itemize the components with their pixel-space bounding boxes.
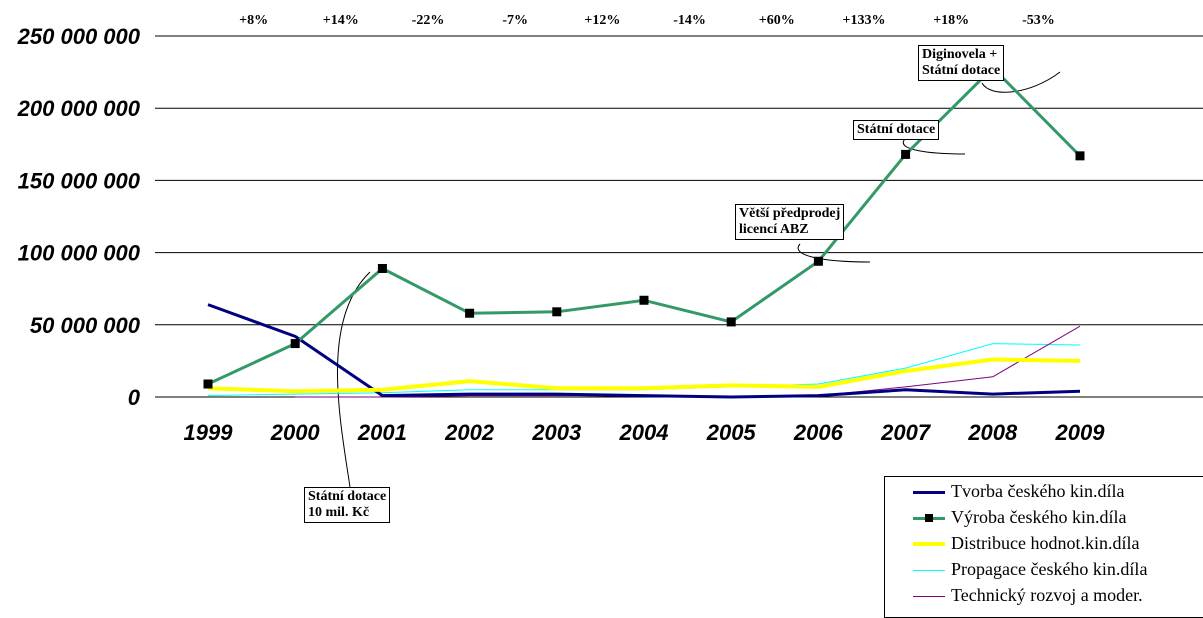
legend-label: Propagace českého kin.díla <box>951 559 1148 579</box>
series-line <box>207 357 1081 394</box>
growth-label: -14% <box>673 13 706 28</box>
legend-label: Výroba českého kin.díla <box>951 507 1127 527</box>
growth-label: -53% <box>1022 13 1055 28</box>
x-tick-label: 2004 <box>619 420 669 445</box>
legend-label: Distribuce hodnot.kin.díla <box>951 533 1140 553</box>
growth-label: +60% <box>759 13 795 28</box>
legend-item: Distribuce hodnot.kin.díla <box>885 531 1203 557</box>
data-point <box>203 379 213 389</box>
x-tick-label: 2000 <box>270 420 321 445</box>
y-tick-label: 50 000 000 <box>30 313 141 338</box>
gridlines <box>155 35 1203 398</box>
series-line <box>207 303 1081 399</box>
legend-swatch <box>913 542 945 546</box>
x-tick-label: 2009 <box>1055 420 1106 445</box>
growth-labels: +8% +14% -22% -7% +12% -14% +60% +133% +18% -53% <box>239 13 1055 28</box>
legend-swatch <box>913 570 945 571</box>
growth-label: +18% <box>933 13 969 28</box>
growth-label: +133% <box>843 13 886 28</box>
series-markers <box>203 63 1085 389</box>
data-point <box>377 263 387 273</box>
x-tick-label: 2006 <box>793 420 844 445</box>
growth-label: +8% <box>239 13 268 28</box>
callout-box: Státní dotace <box>853 120 940 140</box>
legend-marker <box>925 514 933 522</box>
callout-leader <box>797 243 871 263</box>
x-tick-label: 2003 <box>531 420 581 445</box>
data-point <box>901 149 911 159</box>
x-tick-label: 2001 <box>357 420 407 445</box>
y-axis-ticks: 0 50 000 000 100 000 000 150 000 000 200 000… <box>17 24 141 410</box>
series-line <box>207 66 1082 386</box>
x-tick-label: 2002 <box>444 420 495 445</box>
x-tick-label: 1999 <box>184 420 234 445</box>
growth-label: +14% <box>323 13 359 28</box>
data-point <box>639 295 649 305</box>
data-point <box>813 256 823 266</box>
data-point <box>726 317 736 327</box>
legend-swatch <box>913 596 945 597</box>
x-tick-label: 2007 <box>880 420 932 445</box>
callout-leader <box>902 138 966 155</box>
legend-label: Technický rozvoj a moder. <box>951 585 1143 605</box>
legend-item: Technický rozvoj a moder. <box>885 583 1203 609</box>
x-tick-label: 2005 <box>706 420 757 445</box>
callout-box: Diginovela + Státní dotace <box>918 45 1005 81</box>
callout-box: Státní dotace 10 mil. Kč <box>304 487 391 523</box>
data-point <box>465 308 475 318</box>
legend-swatch <box>913 491 945 494</box>
legend-item: Tvorba českého kin.díla <box>885 479 1203 505</box>
y-tick-label: 100 000 000 <box>18 241 141 266</box>
growth-label: +12% <box>584 13 620 28</box>
x-tick-label: 2008 <box>967 420 1018 445</box>
legend-item: Propagace českého kin.díla <box>885 557 1203 583</box>
growth-label: -7% <box>502 13 528 28</box>
y-tick-label: 250 000 000 <box>17 24 141 49</box>
x-axis-ticks: 1999 2000 2001 2002 2003 2004 2005 2006 2007 2008… <box>184 420 1106 445</box>
y-tick-label: 150 000 000 <box>18 168 141 193</box>
legend-item: Výroba českého kin.díla <box>885 505 1203 531</box>
data-point <box>552 307 562 317</box>
legend-label: Tvorba českého kin.díla <box>951 481 1125 501</box>
y-tick-label: 0 <box>128 385 141 410</box>
growth-label: -22% <box>412 13 445 28</box>
legend: Tvorba českého kin.díla Výroba českého ki… <box>884 476 1203 618</box>
callout-box: Větší předprodej licencí ABZ <box>735 204 845 240</box>
data-point <box>1075 151 1085 161</box>
y-tick-label: 200 000 000 <box>17 96 141 121</box>
data-point <box>290 339 300 349</box>
callout-leader <box>981 71 1061 93</box>
